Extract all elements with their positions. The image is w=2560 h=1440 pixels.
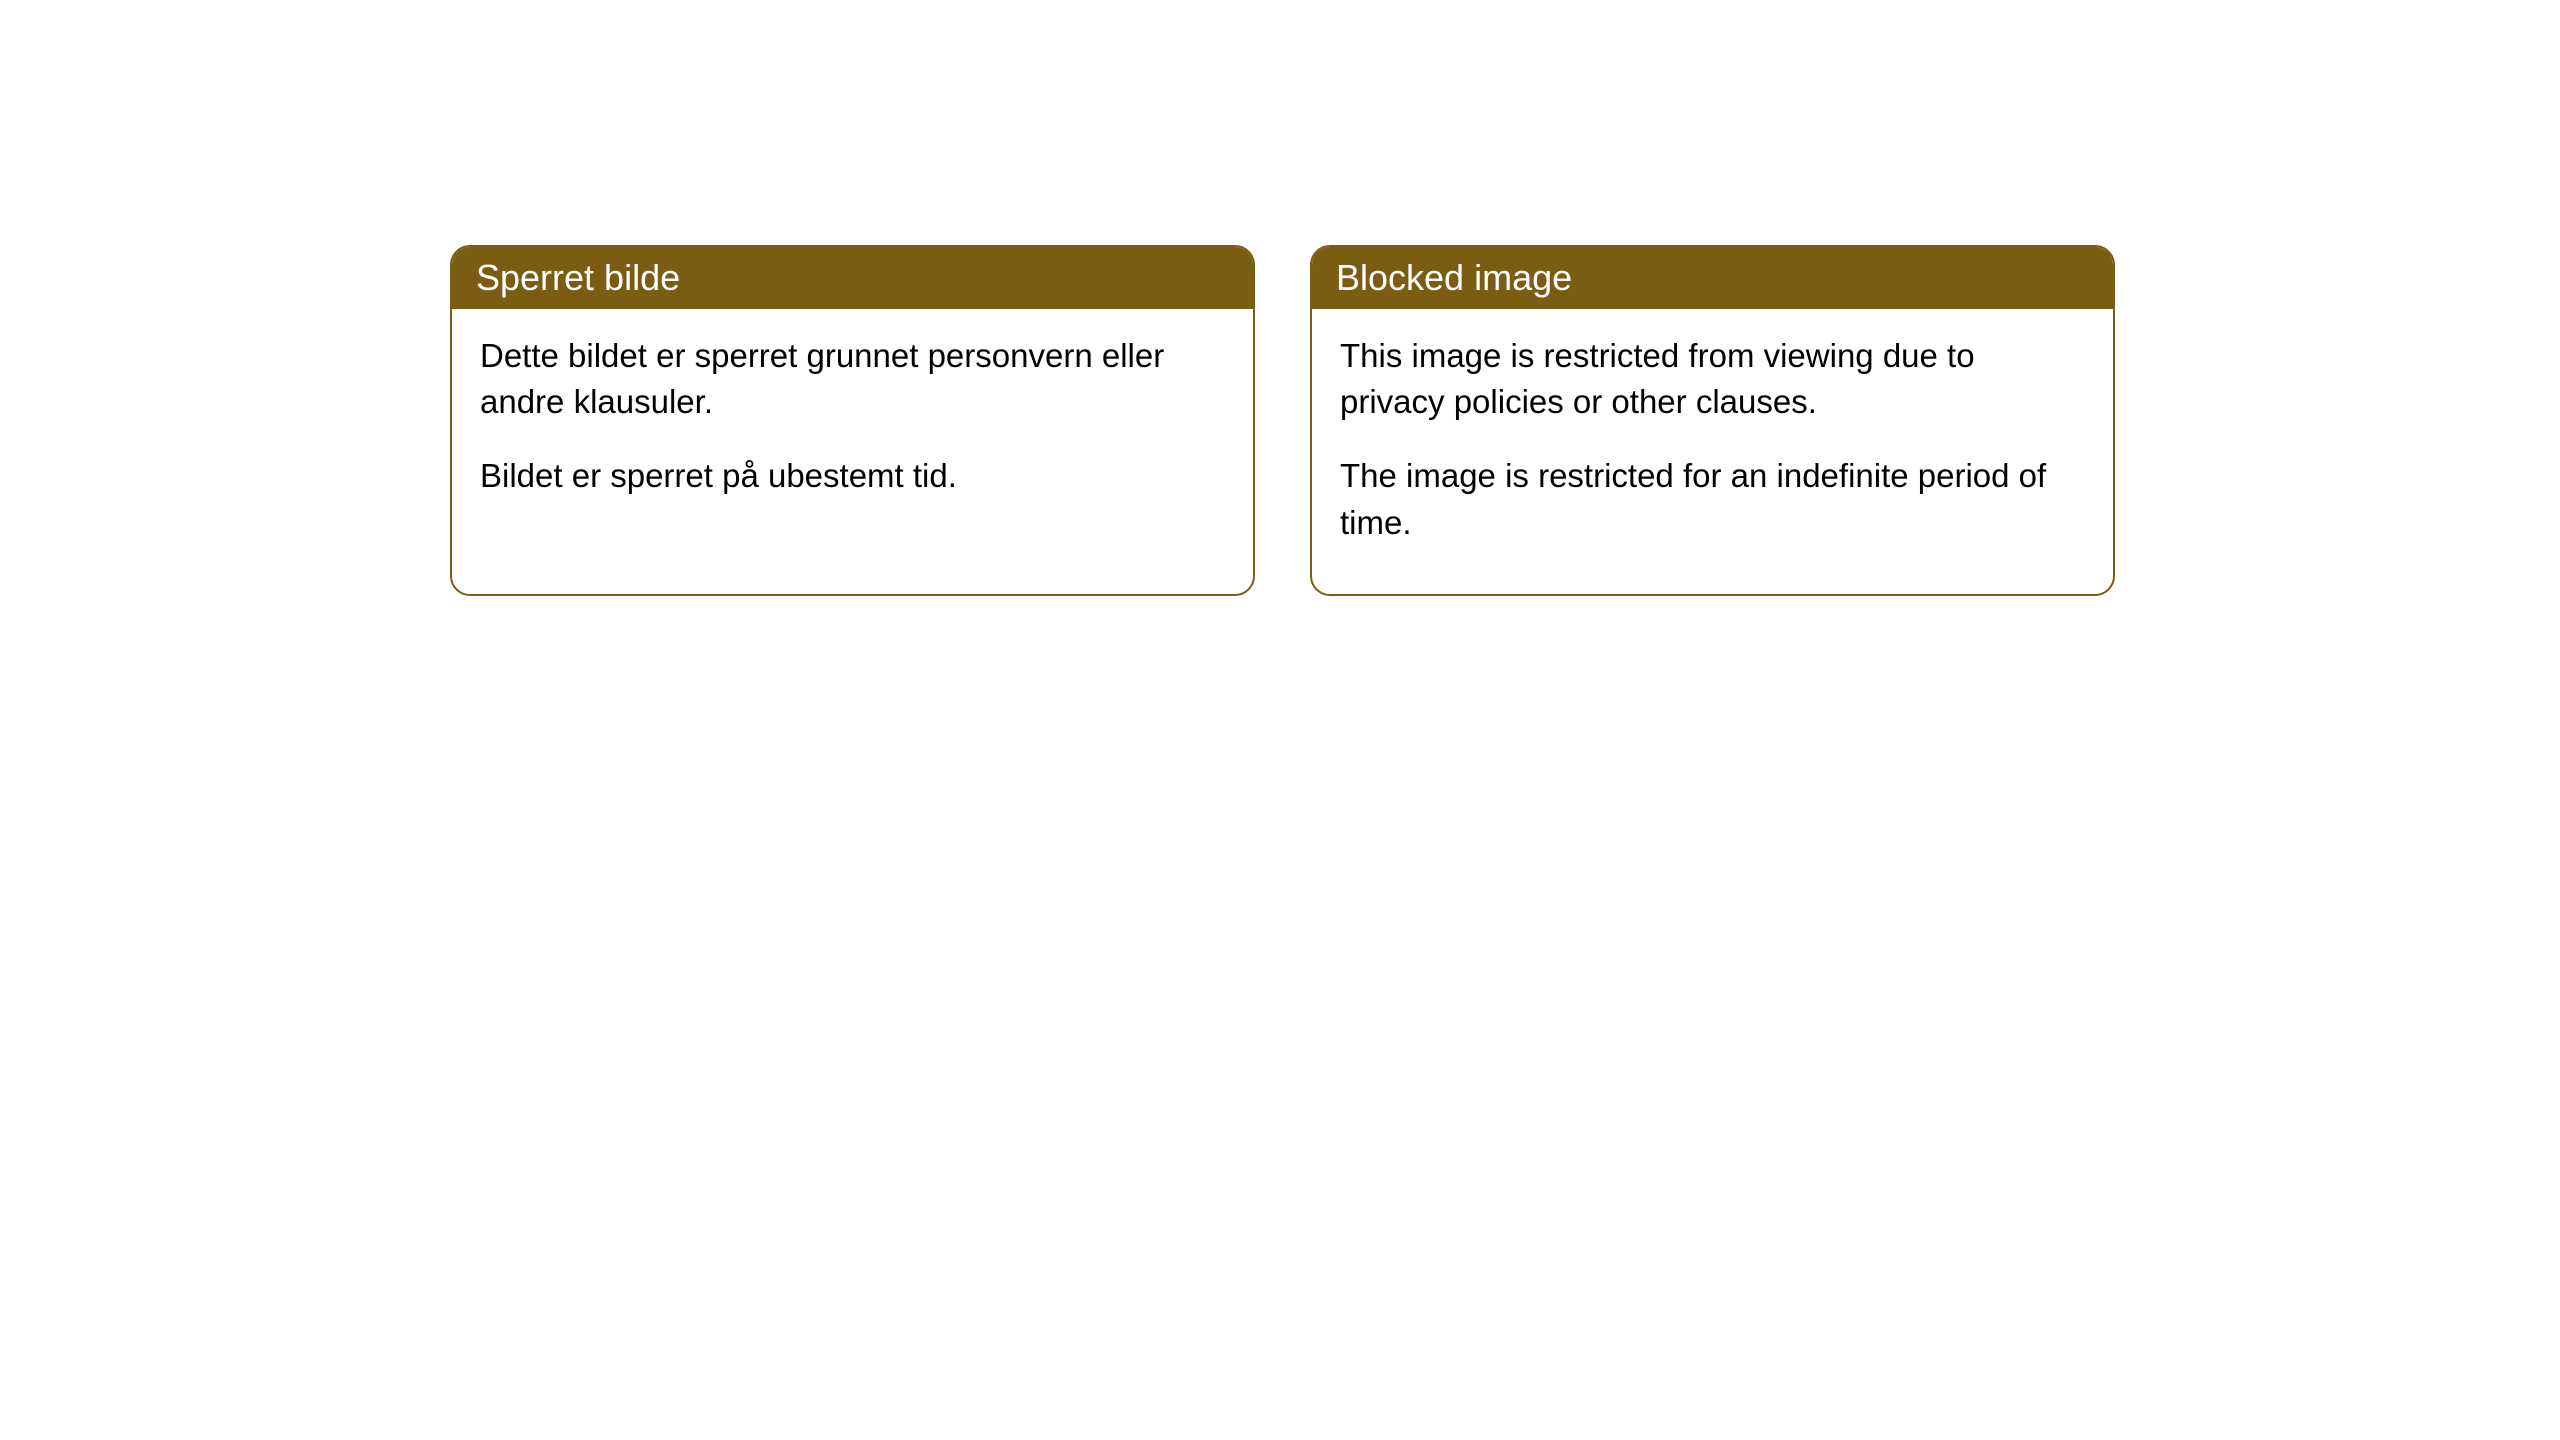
notice-paragraph: Bildet er sperret på ubestemt tid. (480, 453, 1225, 499)
notice-box-english: Blocked image This image is restricted f… (1310, 245, 2115, 596)
notice-paragraph: This image is restricted from viewing du… (1340, 333, 2085, 425)
notice-title: Sperret bilde (476, 257, 680, 298)
notice-body: Dette bildet er sperret grunnet personve… (452, 309, 1253, 548)
notice-paragraph: The image is restricted for an indefinit… (1340, 453, 2085, 545)
notice-header: Sperret bilde (452, 247, 1253, 309)
notice-header: Blocked image (1312, 247, 2113, 309)
notice-title: Blocked image (1336, 257, 1572, 298)
notice-box-norwegian: Sperret bilde Dette bildet er sperret gr… (450, 245, 1255, 596)
notice-body: This image is restricted from viewing du… (1312, 309, 2113, 594)
notice-paragraph: Dette bildet er sperret grunnet personve… (480, 333, 1225, 425)
notices-container: Sperret bilde Dette bildet er sperret gr… (450, 245, 2115, 596)
